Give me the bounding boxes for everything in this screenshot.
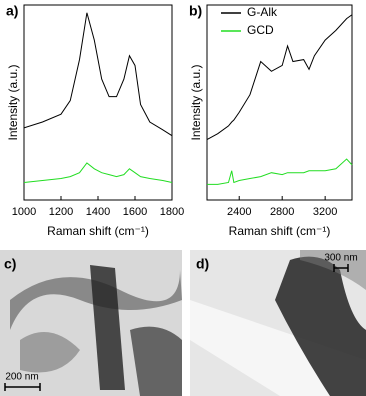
scale-bar-label: 300 nm [324,253,357,264]
x-axis-label: Raman shift (cm⁻¹) [229,224,331,238]
x-tick-label: 1000 [12,206,36,218]
legend-label: G-Alk [247,5,278,19]
plot-frame [206,4,353,201]
y-axis-label: Intensity (a.u.) [6,64,20,140]
x-tick-label: 1600 [123,206,147,218]
scale-bar [333,264,349,272]
scale-bar-label: 200 nm [5,372,38,383]
panel-label: a) [6,3,18,19]
panel-label: c) [4,256,16,272]
legend-label: GCD [247,23,274,37]
image-texture [300,250,366,290]
image-texture [20,332,80,373]
y-axis-label: Intensity (a.u.) [189,64,203,140]
x-tick-label: 1200 [49,206,73,218]
x-tick-label: 2800 [270,206,294,218]
tem-image-c: c) 200 nm [0,250,182,396]
scale-bar [4,383,41,391]
x-tick-label: 2400 [227,206,251,218]
data-line [207,158,353,185]
data-line [23,162,173,183]
x-tick-label: 1800 [160,206,184,218]
x-tick-label: 1400 [86,206,110,218]
image-texture [275,256,366,396]
data-line [23,12,173,137]
data-line [206,14,353,140]
panel-label: b) [189,3,202,19]
image-texture [90,265,125,390]
x-tick-label: 3200 [313,206,337,218]
tem-image-d: d) 300 nm [190,250,366,396]
image-texture [130,326,182,396]
x-axis-label: Raman shift (cm⁻¹) [47,224,149,238]
panel-label: d) [196,256,209,272]
